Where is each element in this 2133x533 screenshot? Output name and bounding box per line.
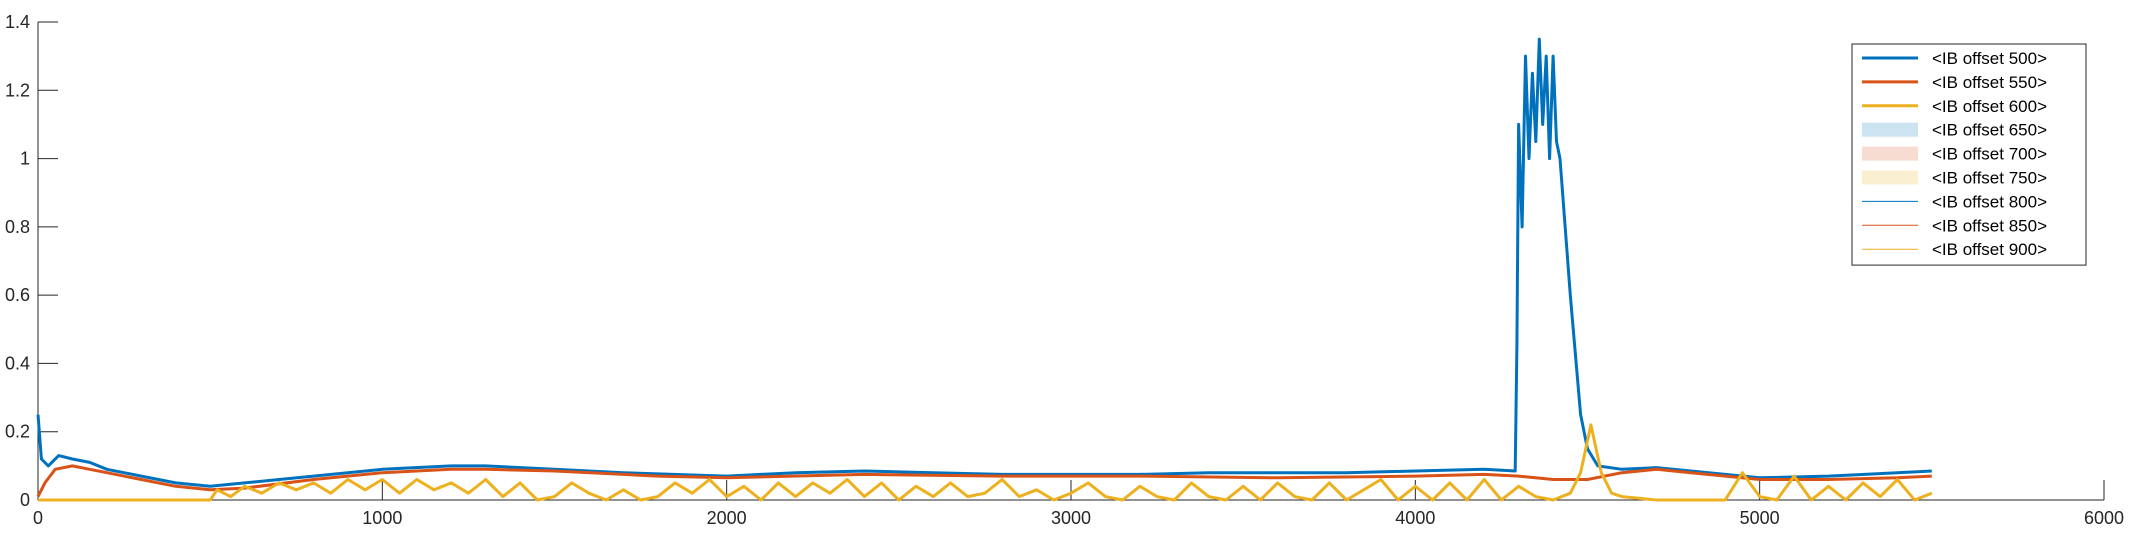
legend-label: <IB offset 700> xyxy=(1932,145,2047,164)
series-lines xyxy=(36,37,1933,502)
y-tick-label: 0.2 xyxy=(5,422,30,442)
y-tick-label: 0 xyxy=(20,490,30,510)
legend-label: <IB offset 500> xyxy=(1932,49,2047,68)
x-tick-label: 1000 xyxy=(362,508,402,528)
series-line-1 xyxy=(36,464,1932,498)
legend-label: <IB offset 750> xyxy=(1932,169,2047,188)
legend-swatch xyxy=(1862,146,1918,161)
y-tick-label: 0.8 xyxy=(5,217,30,237)
y-tick-label: 1.2 xyxy=(5,80,30,100)
legend-label: <IB offset 550> xyxy=(1932,73,2047,92)
series-line-0 xyxy=(36,37,1932,488)
legend-swatch xyxy=(1862,122,1918,137)
legend-label: <IB offset 900> xyxy=(1932,240,2047,259)
axes: 0 1000 2000 3000 4000 5000 6000 0 0.2 0.4 0.6 0.8 1 1… xyxy=(5,12,2124,528)
legend-label: <IB offset 850> xyxy=(1932,216,2047,235)
legend: <IB offset 500> <IB offset 550> <IB offset… xyxy=(1851,43,2087,266)
legend-label: <IB offset 600> xyxy=(1932,97,2047,116)
x-tick-label: 0 xyxy=(33,508,43,528)
y-tick-label: 0.6 xyxy=(5,285,30,305)
x-tick-label: 2000 xyxy=(707,508,747,528)
y-tick-label: 1.4 xyxy=(5,12,30,32)
legend-label: <IB offset 800> xyxy=(1932,192,2047,211)
legend-label: <IB offset 650> xyxy=(1932,121,2047,140)
x-tick-label: 5000 xyxy=(1740,508,1780,528)
y-tick-label: 1 xyxy=(20,149,30,169)
y-tick-label: 0.4 xyxy=(5,353,30,373)
x-tick-label: 4000 xyxy=(1395,508,1435,528)
x-tick-label: 6000 xyxy=(2084,508,2124,528)
series-line-2 xyxy=(38,423,1933,502)
legend-swatch xyxy=(1862,170,1918,185)
x-tick-label: 3000 xyxy=(1051,508,1091,528)
